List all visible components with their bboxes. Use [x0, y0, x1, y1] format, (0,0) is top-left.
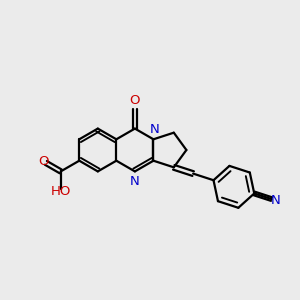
- Text: N: N: [271, 194, 280, 207]
- Text: N: N: [150, 123, 160, 136]
- Text: O: O: [130, 94, 140, 106]
- Text: HO: HO: [50, 185, 71, 198]
- Text: N: N: [130, 176, 140, 188]
- Text: O: O: [38, 155, 49, 168]
